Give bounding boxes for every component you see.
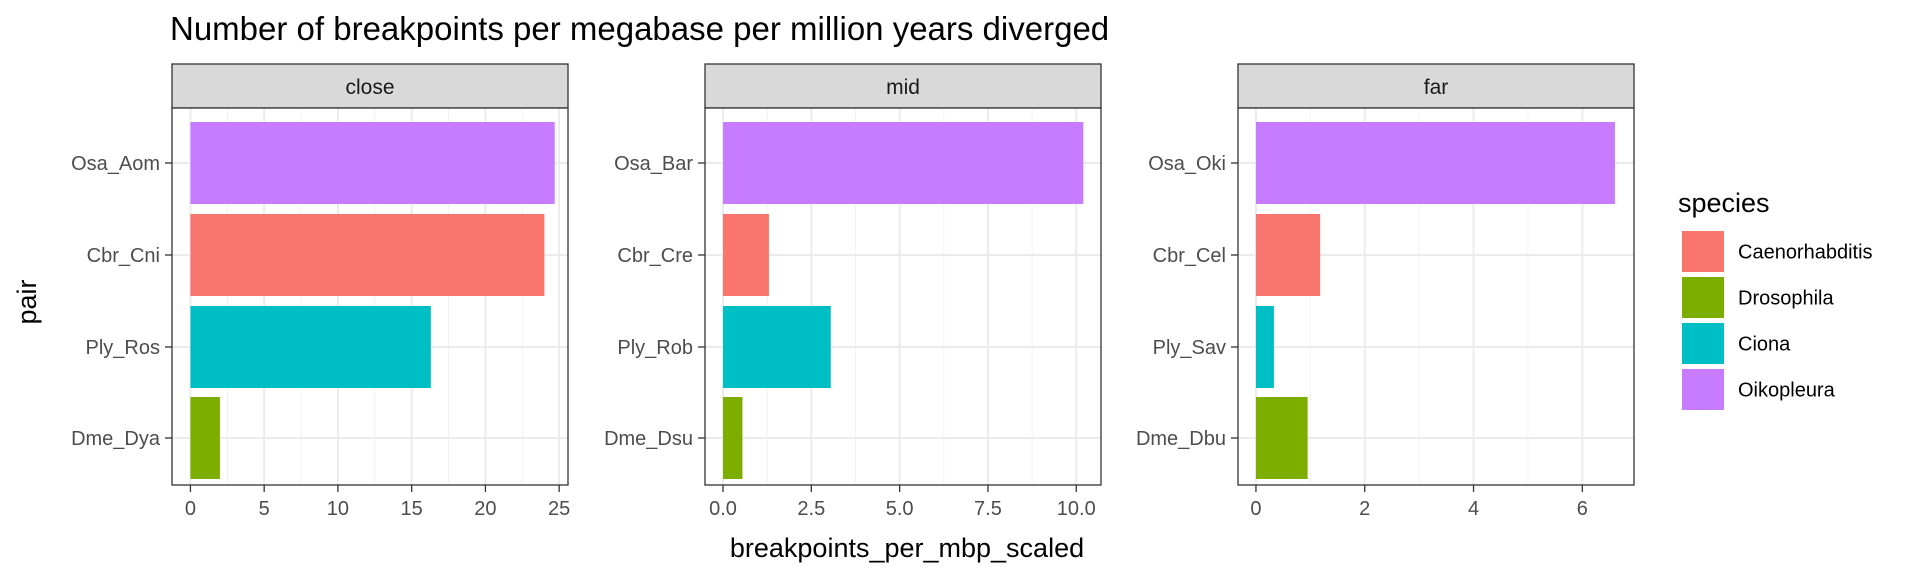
panel-border	[171, 107, 569, 486]
facet-label: close	[345, 76, 394, 99]
legend-label: Ciona	[1738, 334, 1791, 356]
panel-border	[704, 107, 1102, 486]
x-tick-label: 0	[1250, 498, 1261, 520]
x-tick-label: 10	[327, 498, 349, 520]
legend-key-drosophila	[1682, 277, 1724, 318]
y-tick-label: Dme_Dbu	[1136, 428, 1226, 450]
y-tick-label: Osa_Oki	[1148, 153, 1226, 175]
y-tick-label: Ply_Ros	[86, 337, 160, 359]
bar-dme-dsu	[723, 397, 743, 479]
bar-osa-oki	[1255, 122, 1615, 204]
y-tick-label: Dme_Dsu	[604, 428, 693, 450]
panel-mid: mid Osa_Bar Cbr_Cre Ply_Rob Dme_Dsu 0.0 2.5 5.0…	[604, 63, 1102, 520]
x-tick-label: 5	[259, 498, 270, 520]
panel-far: far Osa_Oki Cbr_Cel Ply_Sav Dme_Dbu 0 2 4 6	[1136, 63, 1635, 520]
facet-label: mid	[886, 76, 920, 99]
x-tick-label: 2.5	[797, 498, 825, 520]
x-tick-label: 4	[1468, 498, 1479, 520]
x-tick-label: 10.0	[1057, 498, 1096, 520]
x-tick-label: 6	[1577, 498, 1588, 520]
x-tick-label: 5.0	[886, 498, 914, 520]
legend-label: Drosophila	[1738, 288, 1834, 310]
x-tick-label: 7.5	[974, 498, 1002, 520]
chart-panels: close Osa_Aom Cbr_Cni Ply_Ros Dme_Dya 0 5 10 15 2…	[71, 63, 1635, 520]
y-tick-label: Ply_Sav	[1153, 337, 1226, 359]
bar-ply-ros	[190, 306, 431, 388]
x-tick-label: 0	[185, 498, 196, 520]
y-axis-title: pair	[12, 279, 42, 324]
y-tick-label: Osa_Bar	[614, 153, 693, 175]
x-tick-label: 0.0	[709, 498, 737, 520]
y-tick-label: Cbr_Cel	[1153, 245, 1226, 267]
legend-label: Oikopleura	[1738, 380, 1836, 402]
legend-key-caenorhabditis	[1682, 231, 1724, 272]
facet-label: far	[1424, 76, 1449, 99]
bar-osa-bar	[723, 122, 1084, 204]
legend-label: Caenorhabditis	[1738, 242, 1873, 264]
bar-osa-aom	[190, 122, 555, 204]
bar-cbr-cni	[190, 214, 545, 296]
y-tick-label: Osa_Aom	[71, 153, 160, 175]
bar-cbr-cel	[1255, 214, 1321, 296]
y-tick-label: Ply_Rob	[617, 337, 693, 359]
legend: species Caenorhabditis Drosophila Ciona Oik…	[1678, 188, 1873, 410]
bar-dme-dya	[190, 397, 220, 479]
x-tick-label: 25	[548, 498, 570, 520]
facet-strip	[1237, 63, 1635, 109]
panel-close: close Osa_Aom Cbr_Cni Ply_Ros Dme_Dya 0 5 10 15 2…	[71, 63, 570, 520]
x-tick-label: 20	[474, 498, 496, 520]
chart-title: Number of breakpoints per megabase per m…	[170, 10, 1109, 47]
bar-dme-dbu	[1255, 397, 1308, 479]
facet-strip	[171, 63, 569, 109]
legend-title: species	[1678, 188, 1770, 218]
panel-border	[1237, 107, 1635, 486]
bar-cbr-cre	[723, 214, 769, 296]
legend-key-oikopleura	[1682, 369, 1724, 410]
x-tick-label: 2	[1359, 498, 1370, 520]
x-tick-label: 15	[401, 498, 423, 520]
y-tick-label: Cbr_Cre	[617, 245, 693, 267]
x-axis-title: breakpoints_per_mbp_scaled	[730, 533, 1084, 563]
bar-ply-rob	[723, 306, 831, 388]
legend-key-ciona	[1682, 323, 1724, 364]
y-tick-label: Dme_Dya	[71, 428, 161, 450]
y-tick-label: Cbr_Cni	[87, 245, 160, 267]
bar-ply-sav	[1255, 306, 1274, 388]
